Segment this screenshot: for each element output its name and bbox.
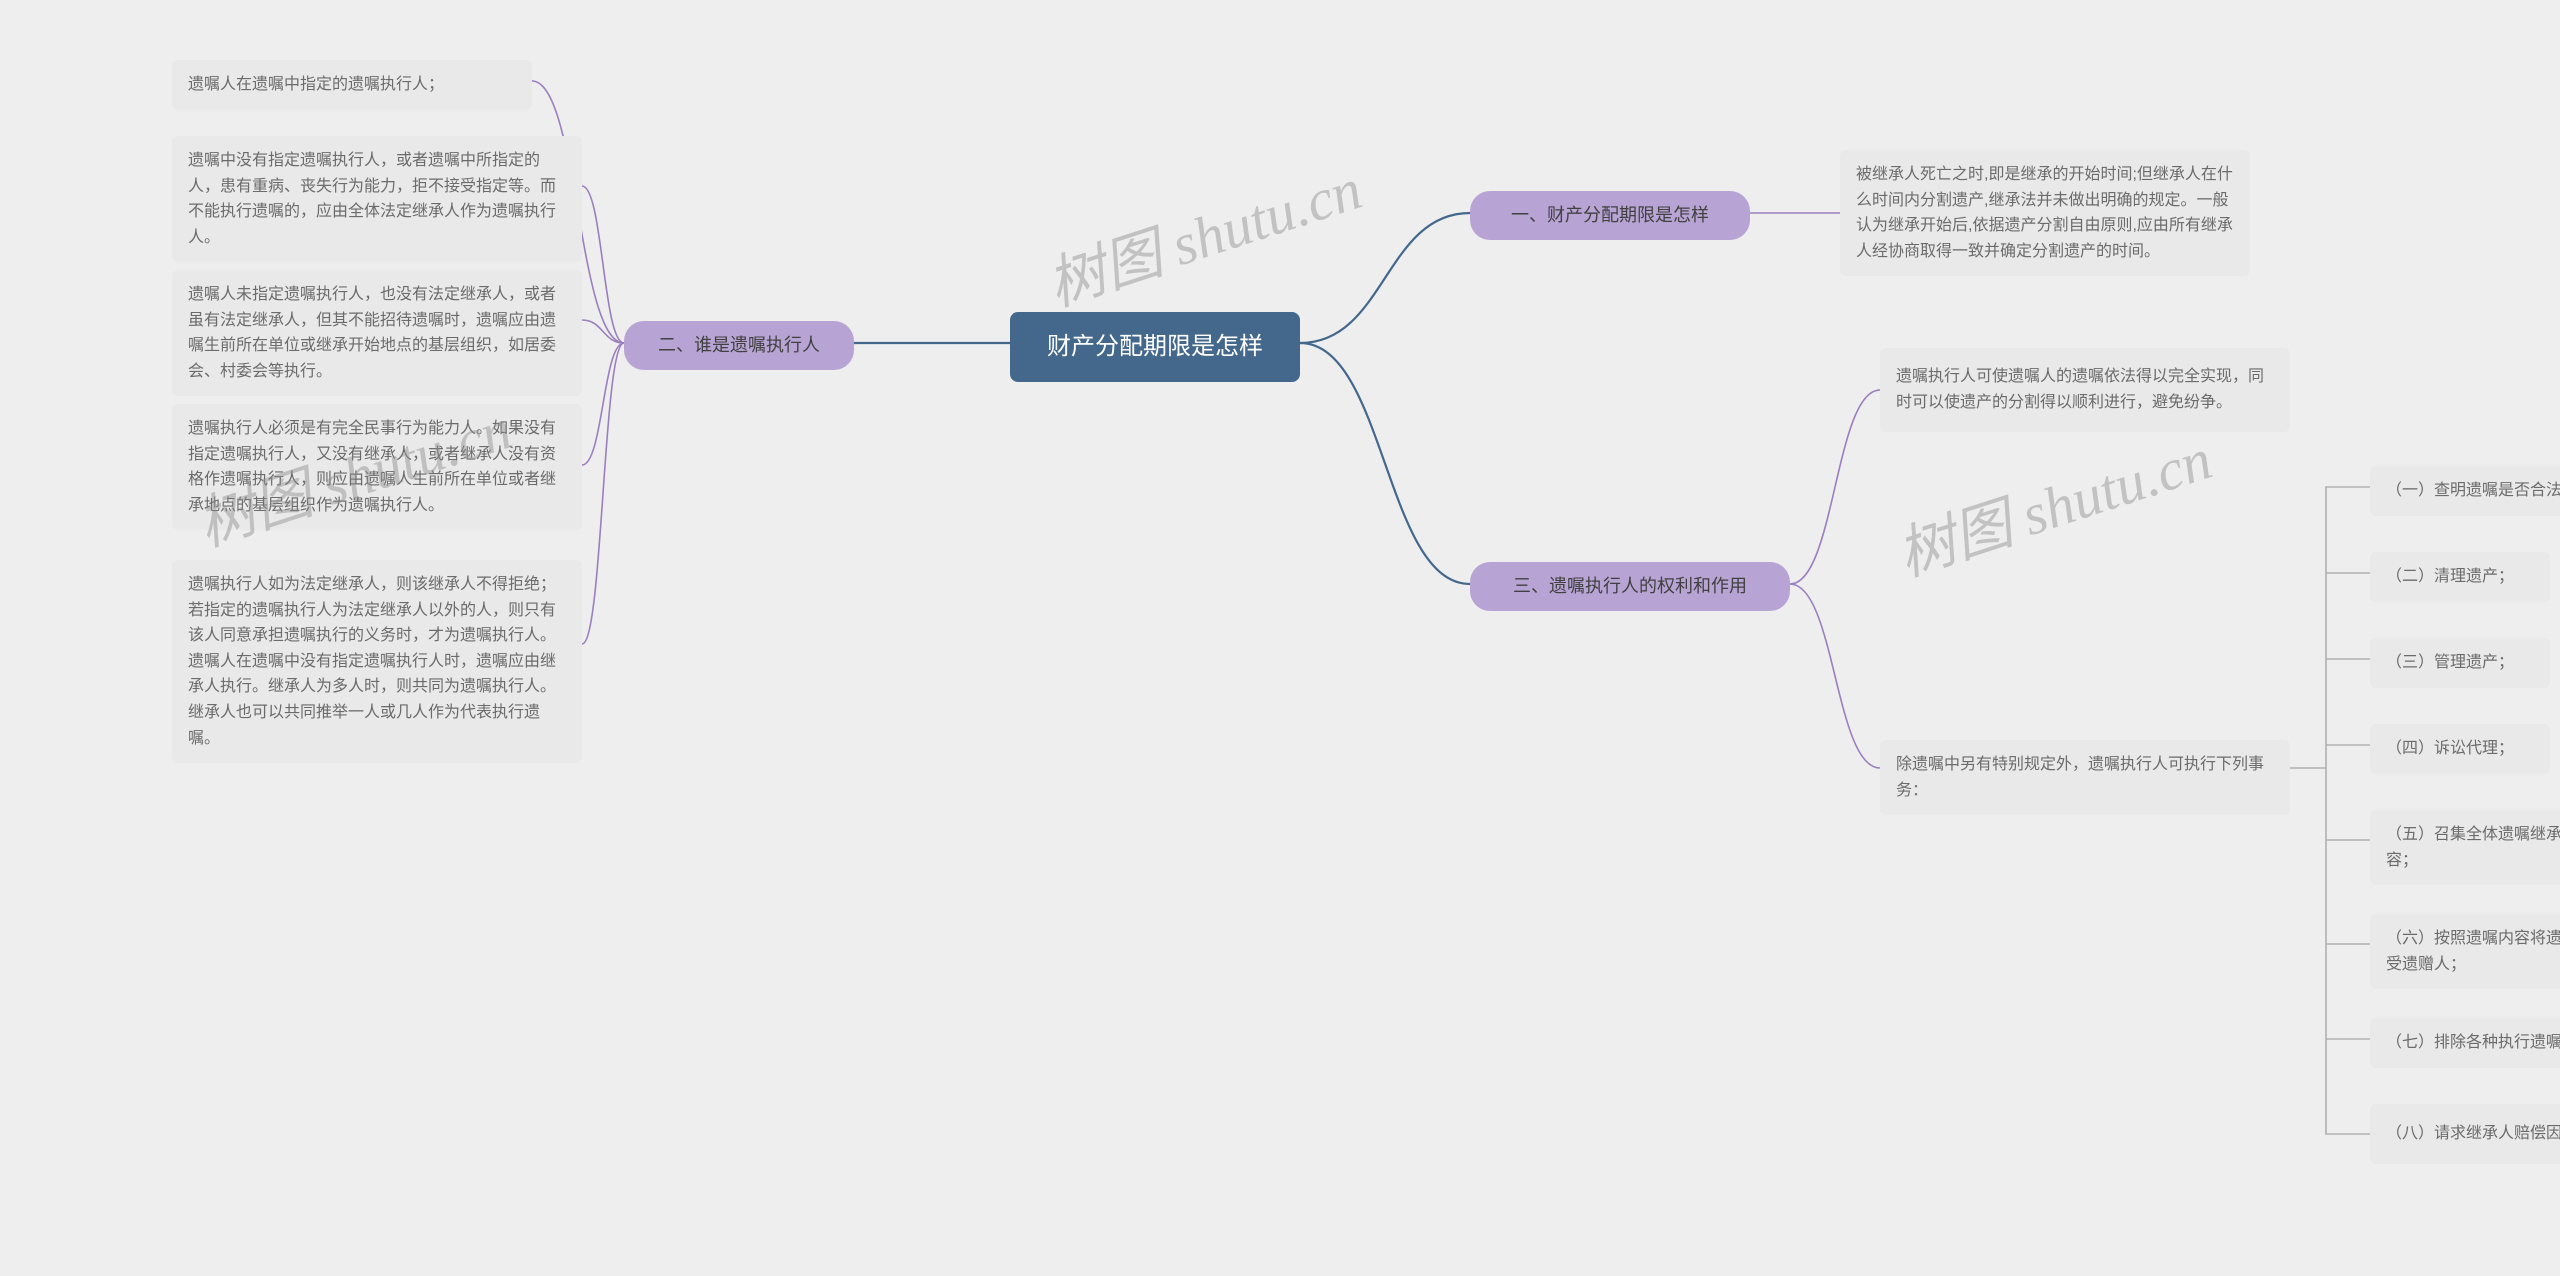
leaf-node-r3b5[interactable]: （五）召集全体遗嘱继承人和受遗赠人，公开遗嘱内容； (2370, 810, 2560, 885)
leaf-node-r3b1[interactable]: （一）查明遗嘱是否合法真实； (2370, 466, 2560, 516)
leaf-node-l2a[interactable]: 遗嘱人在遗嘱中指定的遗嘱执行人； (172, 60, 532, 110)
leaf-node-l2c[interactable]: 遗嘱人未指定遗嘱执行人，也没有法定继承人，或者虽有法定继承人，但其不能招待遗嘱时… (172, 270, 582, 396)
leaf-node-r3b2[interactable]: （二）清理遗产； (2370, 552, 2550, 602)
leaf-node-r3b3[interactable]: （三）管理遗产； (2370, 638, 2550, 688)
root-node[interactable]: 财产分配期限是怎样 (1010, 312, 1300, 382)
branch-node-r3[interactable]: 三、遗嘱执行人的权利和作用 (1470, 562, 1790, 611)
leaf-node-l2b[interactable]: 遗嘱中没有指定遗嘱执行人，或者遗嘱中所指定的人，患有重病、丧失行为能力，拒不接受… (172, 136, 582, 262)
branch-node-l2[interactable]: 二、谁是遗嘱执行人 (624, 321, 854, 370)
leaf-node-r3b[interactable]: 除遗嘱中另有特别规定外，遗嘱执行人可执行下列事务： (1880, 740, 2290, 815)
leaf-node-l2e[interactable]: 遗嘱执行人如为法定继承人，则该继承人不得拒绝；若指定的遗嘱执行人为法定继承人以外… (172, 560, 582, 763)
leaf-node-r3b8[interactable]: （八）请求继承人赔偿因执行遗嘱受到的意外损害。 (2370, 1104, 2560, 1164)
leaf-node-r3b6[interactable]: （六）按照遗嘱内容将遗产最终转移给遗嘱继承人和受遗赠人； (2370, 914, 2560, 989)
leaf-node-r3a[interactable]: 遗嘱执行人可使遗嘱人的遗嘱依法得以完全实现，同时可以使遗产的分割得以顺利进行，避… (1880, 348, 2290, 432)
leaf-node-r3b7[interactable]: （七）排除各种执行遗嘱的妨碍； (2370, 1018, 2560, 1068)
leaf-node-r3b4[interactable]: （四）诉讼代理； (2370, 724, 2550, 774)
branch-node-r1[interactable]: 一、财产分配期限是怎样 (1470, 191, 1750, 240)
leaf-node-r1a[interactable]: 被继承人死亡之时,即是继承的开始时间;但继承人在什么时间内分割遗产,继承法并未做… (1840, 150, 2250, 276)
leaf-node-l2d[interactable]: 遗嘱执行人必须是有完全民事行为能力人。如果没有指定遗嘱执行人，又没有继承人，或者… (172, 404, 582, 530)
